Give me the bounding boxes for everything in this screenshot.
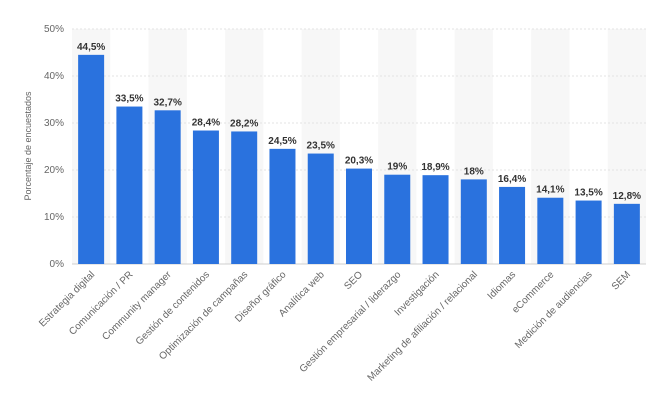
y-tick-label: 20% <box>44 165 64 176</box>
bar <box>613 203 640 264</box>
data-label: 19% <box>387 162 407 173</box>
bar <box>154 110 181 264</box>
y-tick-label: 30% <box>44 118 64 129</box>
y-tick-label: 10% <box>44 212 64 223</box>
bars <box>78 54 640 264</box>
y-tick-label: 0% <box>50 259 65 270</box>
x-tick-label: SEO <box>342 269 365 292</box>
data-label: 20,3% <box>345 156 373 167</box>
bar <box>575 200 602 264</box>
bar <box>78 54 105 264</box>
bar <box>499 186 526 264</box>
x-tick-label: Gestión de contenidos <box>134 269 212 347</box>
y-axis-label: Porcentaje de encuestados <box>23 91 33 201</box>
data-label: 44,5% <box>77 42 105 53</box>
data-label: 12,8% <box>613 191 641 202</box>
bar <box>231 131 258 264</box>
data-label: 14,1% <box>536 185 564 196</box>
data-label: 18,9% <box>421 162 449 173</box>
bar <box>537 197 564 264</box>
data-label: 13,5% <box>574 188 602 199</box>
bar <box>269 148 296 264</box>
bar <box>460 179 487 264</box>
data-label: 28,2% <box>230 118 258 129</box>
data-labels: 44,5% 33,5% 32,7% 28,4% 28,2% 24,5% 23,5% 20,3%… <box>77 42 641 202</box>
x-tick-label: Medición de audiencias <box>513 269 595 351</box>
data-label: 16,4% <box>498 174 526 185</box>
bar <box>384 174 411 264</box>
data-label: 24,5% <box>268 136 296 147</box>
bar <box>116 106 143 264</box>
x-tick-label: SEM <box>610 269 633 292</box>
x-tick-label: Idiomas <box>486 269 519 302</box>
y-tick-label: 50% <box>44 24 64 35</box>
data-label: 32,7% <box>153 97 181 108</box>
bar <box>192 130 219 264</box>
y-axis-ticks: 0% 10% 20% 30% 40% 50% <box>44 24 64 270</box>
data-label: 18% <box>464 166 484 177</box>
bar <box>422 175 449 264</box>
x-tick-label: Comunicación / PR <box>67 269 135 337</box>
data-label: 28,4% <box>192 118 220 129</box>
bar <box>307 153 334 264</box>
x-tick-label: Community manager <box>100 269 174 343</box>
bar <box>346 168 372 264</box>
y-tick-label: 40% <box>44 71 64 82</box>
data-label: 33,5% <box>115 94 143 105</box>
data-label: 23,5% <box>307 141 335 152</box>
